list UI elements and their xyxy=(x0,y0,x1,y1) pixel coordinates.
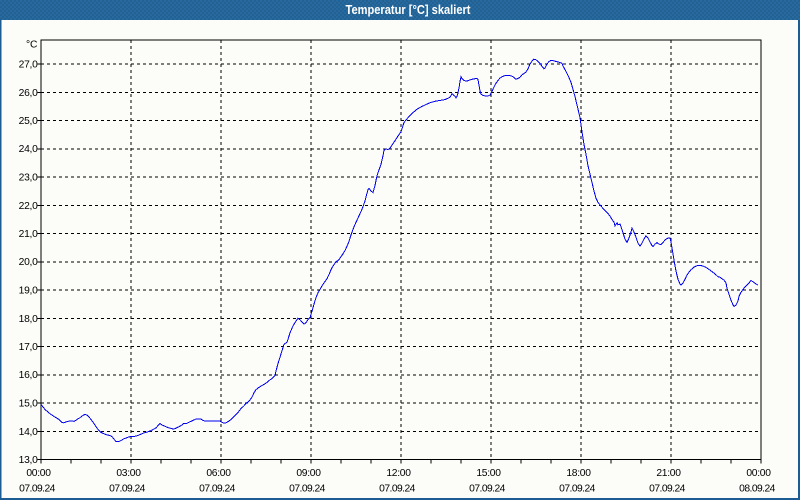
svg-text:15:00: 15:00 xyxy=(476,468,501,479)
svg-text:07.09.24: 07.09.24 xyxy=(469,484,506,495)
svg-text:14,0: 14,0 xyxy=(19,427,38,438)
svg-text:00:00: 00:00 xyxy=(746,468,771,479)
svg-text:09:00: 09:00 xyxy=(296,468,321,479)
svg-text:07.09.24: 07.09.24 xyxy=(199,484,236,495)
svg-text:27,0: 27,0 xyxy=(19,60,38,71)
svg-text:18:00: 18:00 xyxy=(566,468,591,479)
svg-text:13,0: 13,0 xyxy=(19,455,38,466)
svg-text:25,0: 25,0 xyxy=(19,116,38,127)
svg-text:07.09.24: 07.09.24 xyxy=(289,484,326,495)
svg-text:07.09.24: 07.09.24 xyxy=(649,484,686,495)
svg-text:26,0: 26,0 xyxy=(19,88,38,99)
svg-text:08.09.24: 08.09.24 xyxy=(739,484,776,495)
svg-text:Temperatur [°C] skaliert: Temperatur [°C] skaliert xyxy=(346,2,472,17)
svg-text:°C: °C xyxy=(26,40,38,51)
svg-text:18,0: 18,0 xyxy=(19,314,38,325)
svg-text:12:00: 12:00 xyxy=(386,468,411,479)
svg-text:21:00: 21:00 xyxy=(656,468,681,479)
svg-text:23,0: 23,0 xyxy=(19,173,38,184)
svg-text:24,0: 24,0 xyxy=(19,144,38,155)
svg-text:19,0: 19,0 xyxy=(19,286,38,297)
svg-text:03:00: 03:00 xyxy=(116,468,141,479)
svg-text:22,0: 22,0 xyxy=(19,201,38,212)
svg-text:20,0: 20,0 xyxy=(19,257,38,268)
svg-text:17,0: 17,0 xyxy=(19,342,38,353)
svg-text:07.09.24: 07.09.24 xyxy=(379,484,416,495)
svg-text:21,0: 21,0 xyxy=(19,229,38,240)
svg-text:06:00: 06:00 xyxy=(206,468,231,479)
svg-text:16,0: 16,0 xyxy=(19,370,38,381)
svg-text:07.09.24: 07.09.24 xyxy=(19,484,56,495)
svg-text:07.09.24: 07.09.24 xyxy=(559,484,596,495)
svg-text:07.09.24: 07.09.24 xyxy=(109,484,146,495)
svg-text:00:00: 00:00 xyxy=(26,468,51,479)
svg-text:15,0: 15,0 xyxy=(19,399,38,410)
